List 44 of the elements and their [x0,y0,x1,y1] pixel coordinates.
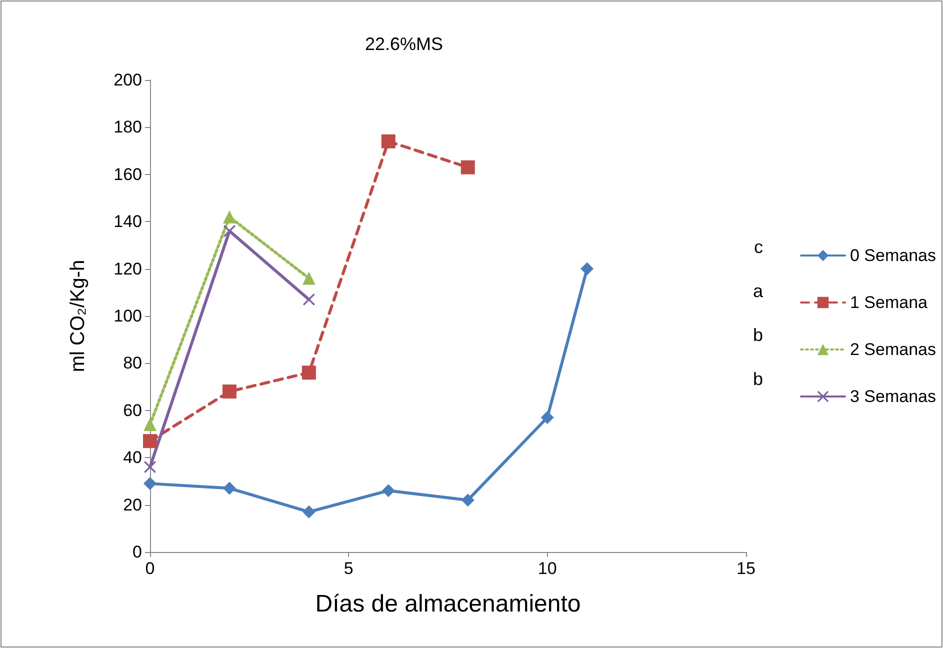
y-tick-label: 80 [123,354,142,373]
legend-label: 1 Semana [850,293,928,312]
y-axis-title: ml CO₂/Kg-h [67,260,89,372]
y-tick-label: 60 [123,400,142,420]
y-tick-label: 200 [114,70,142,90]
point [540,410,554,424]
point [302,505,316,518]
point [144,477,156,490]
text: b [752,325,764,345]
point [144,418,156,432]
y-tick-label: 140 [114,212,142,232]
x-axis-title: Días de almacenamiento [315,590,581,618]
point [222,384,236,399]
point [461,494,474,507]
point [144,461,156,474]
text: a [752,281,764,301]
chart-title: 22.6%MS [365,34,444,54]
x-tick-label: 0 [145,559,155,578]
x-tick-label: 10 [538,559,557,578]
point [580,262,594,276]
point [381,134,396,148]
point [302,293,315,306]
y-tick-label: 100 [114,306,142,326]
point [223,225,236,238]
y-tick-label: 120 [114,259,142,278]
point [302,272,316,285]
text: c [754,237,763,257]
legend-label: 3 Semanas [850,387,936,406]
x-tick-label: 15 [736,559,756,578]
y-tick-label: 20 [123,495,142,514]
legend-label: 2 Semanas [850,340,936,359]
y-tick-label: 0 [132,542,142,562]
legend-label: 0 Semanas [850,246,936,265]
y-tick-label: 180 [114,118,142,137]
point [460,160,475,174]
y-tick-label: 40 [123,448,142,468]
point [143,434,157,448]
text: b [752,369,764,389]
point [222,210,236,224]
point [302,366,316,380]
y-tick-label: 160 [114,164,142,184]
x-tick-label: 5 [344,559,354,578]
point [222,482,236,495]
point [382,484,395,498]
